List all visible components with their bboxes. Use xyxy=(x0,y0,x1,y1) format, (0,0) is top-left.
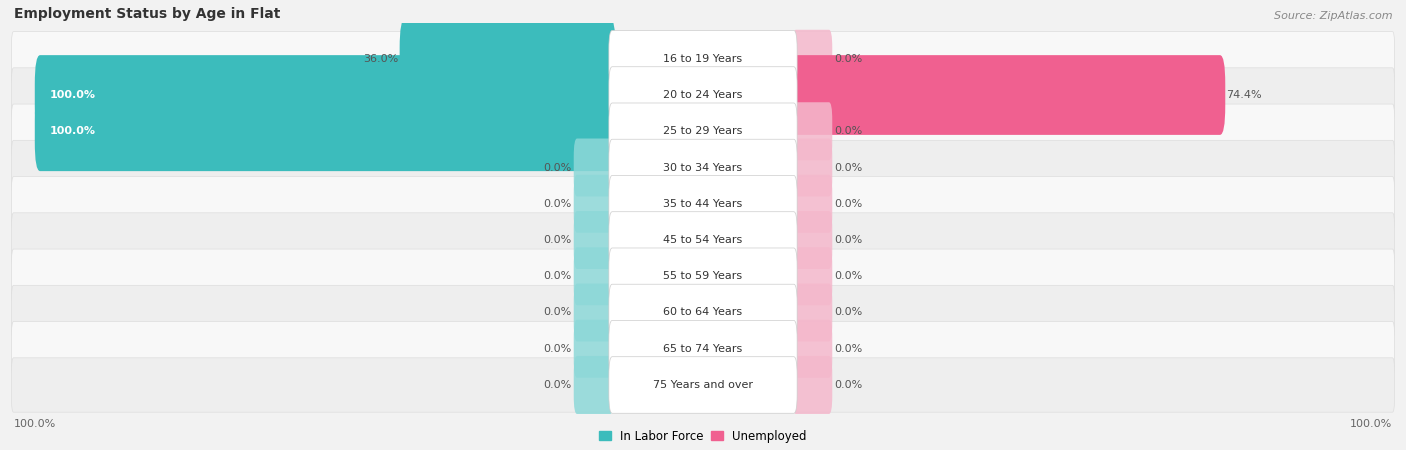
FancyBboxPatch shape xyxy=(793,30,832,88)
Text: Employment Status by Age in Flat: Employment Status by Age in Flat xyxy=(14,7,280,21)
Text: 20 to 24 Years: 20 to 24 Years xyxy=(664,90,742,100)
Text: 0.0%: 0.0% xyxy=(834,380,862,390)
FancyBboxPatch shape xyxy=(609,103,797,160)
Text: 0.0%: 0.0% xyxy=(834,199,862,209)
FancyBboxPatch shape xyxy=(11,285,1395,340)
FancyBboxPatch shape xyxy=(793,284,832,342)
FancyBboxPatch shape xyxy=(793,175,832,233)
Text: 74.4%: 74.4% xyxy=(1226,90,1263,100)
Text: 100.0%: 100.0% xyxy=(1350,419,1392,429)
Text: 36.0%: 36.0% xyxy=(363,54,398,64)
FancyBboxPatch shape xyxy=(11,322,1395,376)
FancyBboxPatch shape xyxy=(11,213,1395,267)
FancyBboxPatch shape xyxy=(793,356,832,414)
Text: Source: ZipAtlas.com: Source: ZipAtlas.com xyxy=(1274,11,1392,21)
Text: 55 to 59 Years: 55 to 59 Years xyxy=(664,271,742,281)
FancyBboxPatch shape xyxy=(609,284,797,341)
Text: 60 to 64 Years: 60 to 64 Years xyxy=(664,307,742,318)
Text: 0.0%: 0.0% xyxy=(834,162,862,172)
FancyBboxPatch shape xyxy=(11,140,1395,195)
FancyBboxPatch shape xyxy=(11,249,1395,303)
FancyBboxPatch shape xyxy=(574,211,613,269)
FancyBboxPatch shape xyxy=(574,356,613,414)
FancyBboxPatch shape xyxy=(399,19,616,99)
Text: 0.0%: 0.0% xyxy=(544,344,572,354)
FancyBboxPatch shape xyxy=(793,102,832,160)
FancyBboxPatch shape xyxy=(11,104,1395,158)
Text: 0.0%: 0.0% xyxy=(544,271,572,281)
FancyBboxPatch shape xyxy=(793,247,832,305)
FancyBboxPatch shape xyxy=(609,176,797,232)
Text: 30 to 34 Years: 30 to 34 Years xyxy=(664,162,742,172)
FancyBboxPatch shape xyxy=(11,358,1395,412)
Text: 0.0%: 0.0% xyxy=(544,307,572,318)
Legend: In Labor Force, Unemployed: In Labor Force, Unemployed xyxy=(595,425,811,447)
Text: 25 to 29 Years: 25 to 29 Years xyxy=(664,126,742,136)
FancyBboxPatch shape xyxy=(574,284,613,342)
Text: 0.0%: 0.0% xyxy=(544,235,572,245)
Text: 75 Years and over: 75 Years and over xyxy=(652,380,754,390)
FancyBboxPatch shape xyxy=(574,320,613,378)
Text: 100.0%: 100.0% xyxy=(51,90,96,100)
FancyBboxPatch shape xyxy=(609,67,797,123)
FancyBboxPatch shape xyxy=(11,68,1395,122)
FancyBboxPatch shape xyxy=(609,139,797,196)
Text: 0.0%: 0.0% xyxy=(544,162,572,172)
Text: 0.0%: 0.0% xyxy=(834,271,862,281)
Text: 0.0%: 0.0% xyxy=(544,380,572,390)
Text: 35 to 44 Years: 35 to 44 Years xyxy=(664,199,742,209)
FancyBboxPatch shape xyxy=(609,320,797,377)
FancyBboxPatch shape xyxy=(11,32,1395,86)
FancyBboxPatch shape xyxy=(574,247,613,305)
FancyBboxPatch shape xyxy=(793,320,832,378)
FancyBboxPatch shape xyxy=(609,248,797,305)
FancyBboxPatch shape xyxy=(609,31,797,87)
Text: 0.0%: 0.0% xyxy=(544,199,572,209)
Text: 65 to 74 Years: 65 to 74 Years xyxy=(664,344,742,354)
Text: 0.0%: 0.0% xyxy=(834,126,862,136)
Text: 0.0%: 0.0% xyxy=(834,235,862,245)
FancyBboxPatch shape xyxy=(35,91,616,171)
FancyBboxPatch shape xyxy=(11,176,1395,231)
FancyBboxPatch shape xyxy=(793,139,832,197)
FancyBboxPatch shape xyxy=(35,55,616,135)
Text: 0.0%: 0.0% xyxy=(834,344,862,354)
FancyBboxPatch shape xyxy=(793,211,832,269)
FancyBboxPatch shape xyxy=(790,55,1225,135)
FancyBboxPatch shape xyxy=(574,175,613,233)
Text: 100.0%: 100.0% xyxy=(51,126,96,136)
FancyBboxPatch shape xyxy=(609,212,797,268)
Text: 16 to 19 Years: 16 to 19 Years xyxy=(664,54,742,64)
Text: 100.0%: 100.0% xyxy=(14,419,56,429)
Text: 45 to 54 Years: 45 to 54 Years xyxy=(664,235,742,245)
FancyBboxPatch shape xyxy=(574,139,613,197)
Text: 0.0%: 0.0% xyxy=(834,54,862,64)
FancyBboxPatch shape xyxy=(609,357,797,413)
Text: 0.0%: 0.0% xyxy=(834,307,862,318)
